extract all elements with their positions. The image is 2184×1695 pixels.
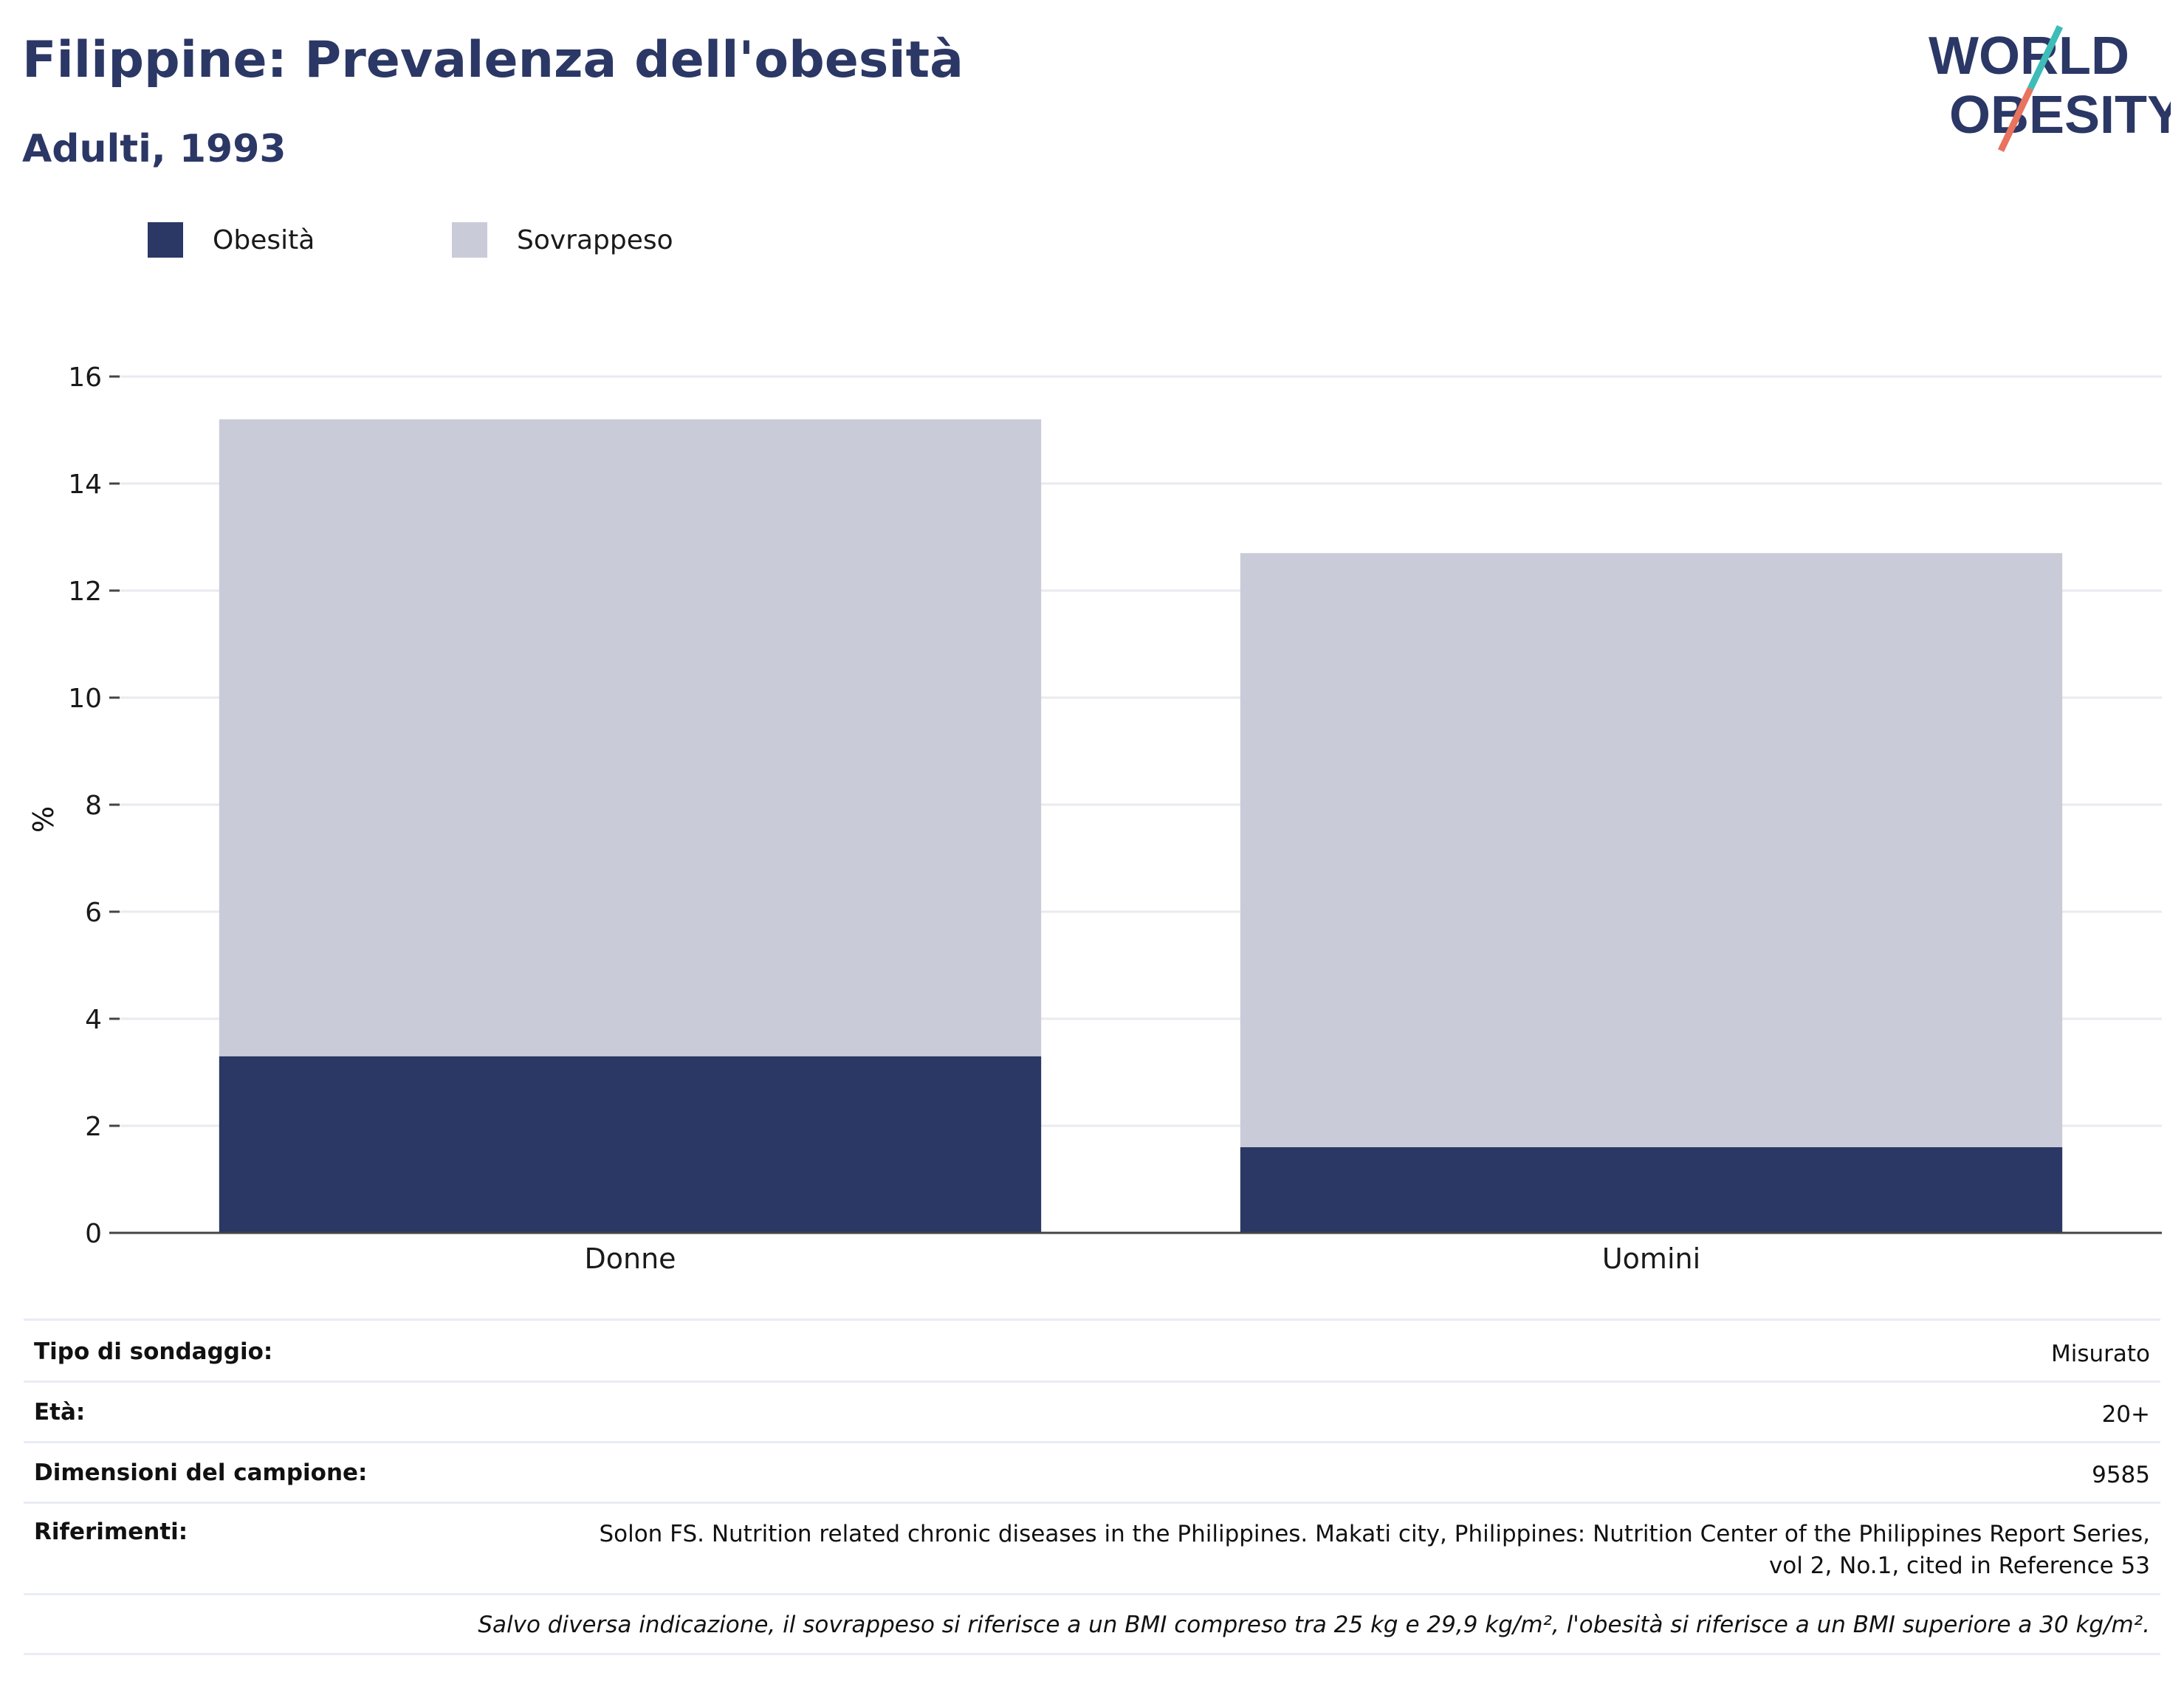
x-tick-label: Uomini: [1602, 1242, 1700, 1275]
info-value-riferimenti-line2: vol 2, No.1, cited in Reference 53: [1768, 1553, 2150, 1579]
y-tick-label: 6: [85, 898, 102, 928]
info-row-campione: Dimensioni del campione: 9585: [24, 1441, 2160, 1502]
info-table: Tipo di sondaggio: Misurato Età: 20+ Dim…: [24, 1318, 2160, 1655]
info-value-eta: 20+: [2101, 1401, 2150, 1428]
info-row-note: Salvo diversa indicazione, il sovrappeso…: [24, 1593, 2160, 1655]
legend-swatch-obesita: [148, 222, 183, 258]
world-obesity-logo: WORLD OBESITY: [1929, 25, 2171, 152]
y-axis-label: %: [27, 806, 60, 833]
info-note: Salvo diversa indicazione, il sovrappeso…: [478, 1612, 2150, 1638]
info-row-riferimenti: Riferimenti: Solon FS. Nutrition related…: [24, 1502, 2160, 1593]
bars: [219, 419, 2063, 1233]
y-tick-label: 12: [68, 577, 102, 607]
bar-chart: 0 2 4 6 8 10 12 14 16 Donne Uomini %: [27, 362, 2162, 1275]
logo-slash-coral: [1997, 87, 2034, 152]
info-row-tipo: Tipo di sondaggio: Misurato: [24, 1318, 2160, 1381]
info-label-campione: Dimensioni del campione:: [34, 1460, 368, 1486]
bar-donne-obesit[interactable]: [219, 1056, 1042, 1233]
bar-uomini-sovrappeso[interactable]: [1240, 553, 2063, 1147]
x-tick-label: Donne: [584, 1242, 676, 1275]
y-tick-label: 4: [85, 1005, 102, 1035]
bar-uomini-obesit[interactable]: [1240, 1147, 2063, 1233]
chart-subtitle: Adulti, 1993: [22, 127, 286, 171]
info-label-eta: Età:: [34, 1399, 86, 1426]
info-value-campione: 9585: [2092, 1462, 2150, 1488]
info-value-tipo: Misurato: [2050, 1341, 2150, 1367]
y-tick-label: 14: [68, 470, 102, 500]
logo-text-obesity: OBESITY: [1949, 86, 2171, 145]
y-tick-label: 2: [85, 1112, 102, 1142]
y-tick-label: 16: [68, 362, 102, 393]
info-value-riferimenti-line1: Solon FS. Nutrition related chronic dise…: [599, 1521, 2150, 1547]
bar-donne-sovrappeso[interactable]: [219, 419, 1042, 1056]
y-tick-label: 0: [85, 1219, 102, 1249]
legend-swatch-sovrappeso: [452, 222, 487, 258]
legend-label-sovrappeso: Sovrappeso: [517, 224, 673, 255]
y-tick-label: 10: [68, 684, 102, 714]
x-axis-ticks: Donne Uomini: [584, 1242, 1700, 1275]
legend-item-sovrappeso[interactable]: Sovrappeso: [452, 220, 673, 260]
logo-slash-teal: [2027, 25, 2064, 90]
logo-text-world: WORLD: [1929, 27, 2129, 86]
legend-label-obesita: Obesità: [213, 224, 315, 255]
chart-title: Filippine: Prevalenza dell'obesità: [22, 31, 964, 89]
legend-item-obesita[interactable]: Obesità: [148, 220, 315, 260]
info-label-riferimenti: Riferimenti:: [34, 1519, 188, 1545]
info-row-eta: Età: 20+: [24, 1381, 2160, 1441]
y-tick-label: 8: [85, 791, 102, 821]
info-label-tipo: Tipo di sondaggio:: [34, 1338, 273, 1365]
y-axis-ticks: 0 2 4 6 8 10 12 14 16: [68, 362, 120, 1249]
info-value-riferimenti: Solon FS. Nutrition related chronic dise…: [599, 1519, 2150, 1582]
